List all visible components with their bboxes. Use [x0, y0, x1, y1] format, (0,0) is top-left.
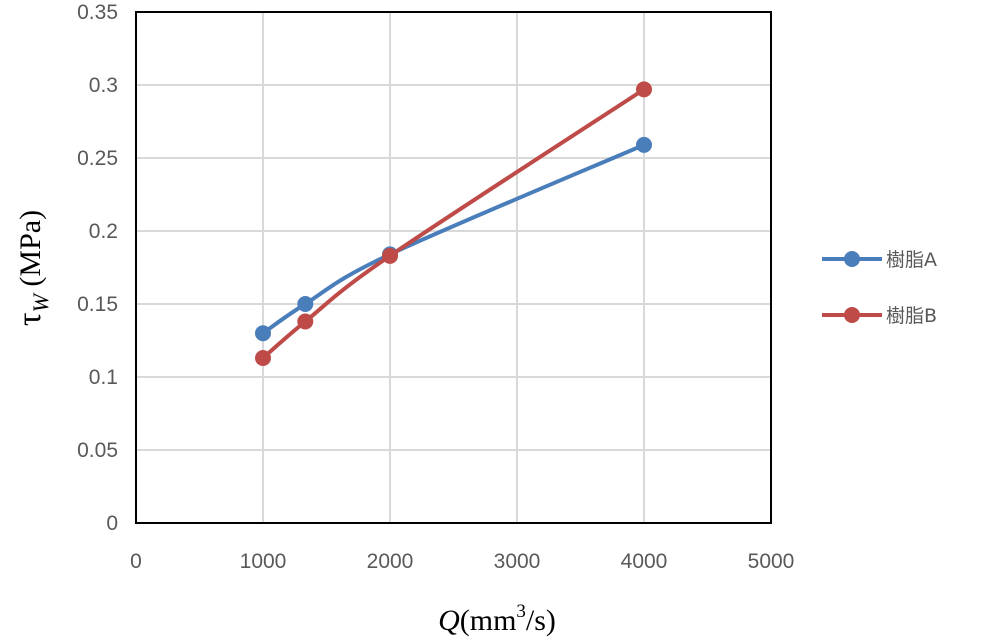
data-point: [255, 325, 271, 342]
y-axis-ticks: 0 0.05 0.1 0.15 0.2 0.25 0.3 0.35: [77, 1, 118, 535]
data-point: [382, 247, 398, 264]
series-b: [255, 81, 652, 367]
y-tick-label: 0.05: [77, 439, 118, 462]
x-tick-label: 4000: [621, 550, 668, 573]
y-tick-label: 0.1: [89, 366, 118, 389]
x-tick-label: 2000: [367, 550, 414, 573]
legend-item: 樹脂B: [822, 305, 937, 327]
x-tick-label: 5000: [748, 550, 795, 573]
legend: 樹脂A 樹脂B: [822, 249, 937, 327]
y-tick-label: 0.15: [77, 293, 118, 316]
series-layer: [255, 81, 652, 367]
data-point: [255, 350, 271, 367]
x-axis-ticks: 0 1000 2000 3000 4000 5000: [130, 550, 794, 573]
x-tick-label: 1000: [240, 550, 287, 573]
y-tick-label: 0.25: [77, 147, 118, 170]
legend-marker: [844, 307, 860, 323]
x-tick-label: 0: [130, 550, 142, 573]
data-point: [297, 313, 314, 330]
y-tick-label: 0.35: [77, 1, 118, 24]
y-tick-label: 0: [106, 512, 118, 535]
plot-area-frame: [135, 11, 772, 524]
series-line: [261, 87, 646, 360]
data-point: [636, 81, 652, 98]
legend-marker: [844, 251, 860, 267]
series-a: [255, 136, 652, 342]
y-axis-title: τW (MPa): [11, 210, 53, 326]
x-axis-title: Q(mm3/s): [438, 601, 556, 637]
x-tick-label: 3000: [494, 550, 541, 573]
series-line: [261, 143, 645, 335]
y-tick-label: 0.3: [89, 74, 118, 97]
legend-label: 樹脂A: [886, 249, 937, 271]
data-point: [636, 136, 652, 153]
legend-label: 樹脂B: [886, 305, 937, 327]
data-point: [297, 296, 314, 312]
y-tick-label: 0.2: [89, 220, 118, 243]
legend-item: 樹脂A: [822, 249, 937, 271]
grid-lines: [135, 11, 772, 524]
